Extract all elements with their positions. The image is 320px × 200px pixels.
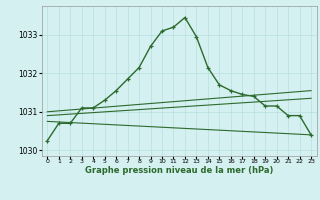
X-axis label: Graphe pression niveau de la mer (hPa): Graphe pression niveau de la mer (hPa) (85, 166, 273, 175)
